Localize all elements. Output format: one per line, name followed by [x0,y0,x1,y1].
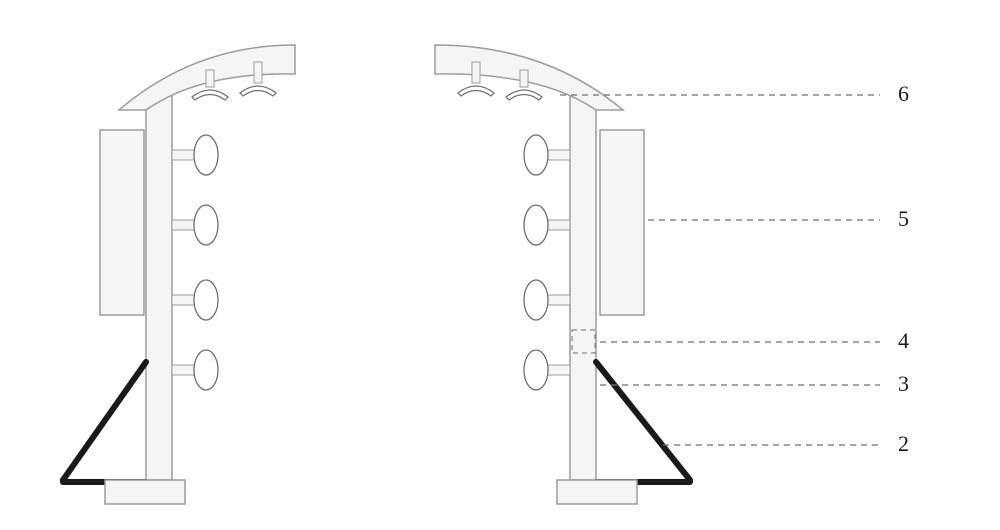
side-nozzle-head [194,280,218,320]
nozzle-pipe [172,150,196,160]
side-nozzle-head [194,205,218,245]
side-nozzle-head [524,280,548,320]
top-nozzle-head [506,90,542,100]
nozzle-pipe [172,365,196,375]
callout-5: 5 [898,206,909,232]
side-nozzle-head [524,350,548,390]
callout-6: 6 [898,81,909,107]
brace-diagonal [596,362,690,480]
post [146,95,172,480]
nozzle-pipe [172,220,196,230]
callout-2: 2 [898,431,909,457]
side-nozzle-head [524,135,548,175]
side-nozzle-head [194,135,218,175]
nozzle-pipe [546,220,570,230]
arch [435,45,623,110]
nozzle-pipe [546,365,570,375]
side-nozzle-head [524,205,548,245]
callout-3: 3 [898,371,909,397]
top-nozzle-head [192,90,228,100]
callout-4: 4 [898,328,909,354]
diagram-svg [0,0,1000,530]
nozzle-stem [472,62,480,83]
nozzle-pipe [172,295,196,305]
nozzle-stem [206,70,214,87]
nozzle-pipe [546,295,570,305]
side-nozzle-head [194,350,218,390]
nozzle-stem [520,70,528,87]
post [570,95,596,480]
top-nozzle-head [240,86,276,96]
side-tank [600,130,644,315]
brace-diagonal [63,362,146,480]
diagram-stage: { "canvas": { "width": 1000, "height": 5… [0,0,1000,530]
pedestal [105,480,185,504]
pedestal [557,480,637,504]
side-tank [100,130,144,315]
nozzle-stem [254,62,262,83]
top-nozzle-head [458,86,494,96]
nozzle-pipe [546,150,570,160]
